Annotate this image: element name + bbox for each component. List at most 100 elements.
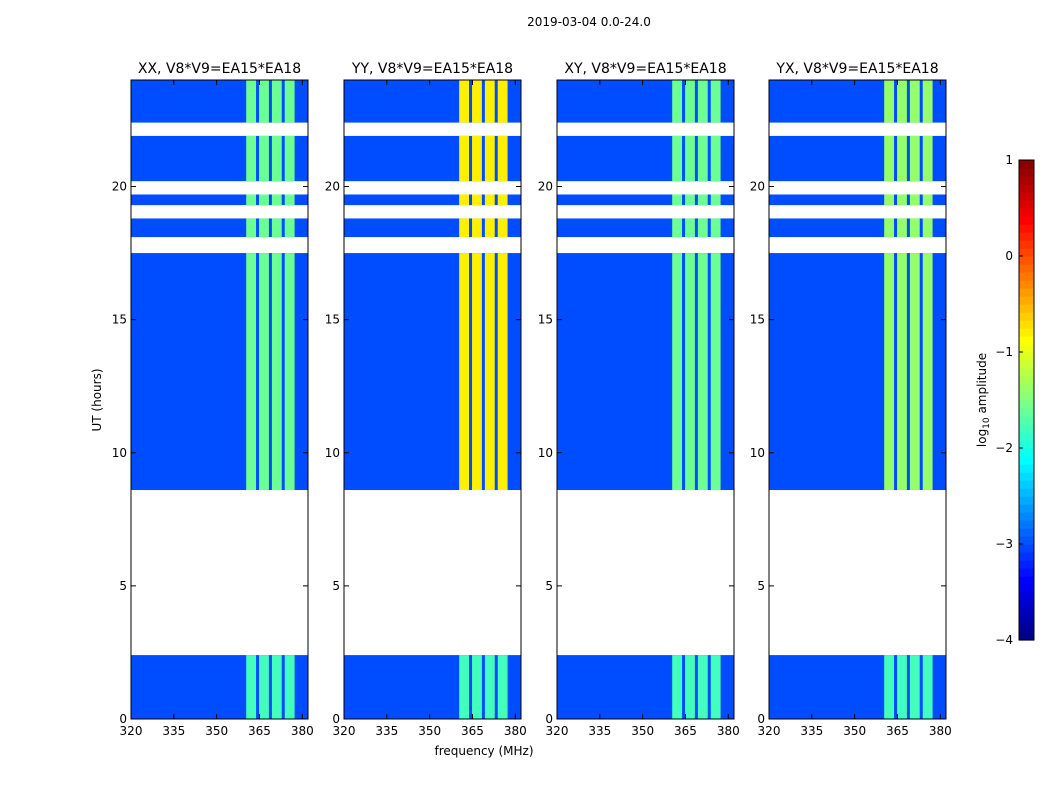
panels-group: XX, V8*V9=EA15*EA18 320 335 350 365 380 0 5 10 15… xyxy=(112,61,952,738)
rfi-band-stripe xyxy=(685,135,695,182)
rfi-band-stripe xyxy=(284,194,295,206)
x-tick-label: 380 xyxy=(504,724,527,738)
colorbar-segment xyxy=(1019,384,1034,393)
colorbar-segment xyxy=(1019,552,1034,561)
colorbar-segment xyxy=(1019,408,1034,417)
rfi-band-stripe xyxy=(459,655,470,719)
colorbar-segment xyxy=(1019,576,1034,585)
rfi-band-stripe xyxy=(484,135,495,182)
y-tick-label: 5 xyxy=(332,579,340,593)
colorbar-segment xyxy=(1019,608,1034,617)
colorbar-segment xyxy=(1019,528,1034,537)
rfi-band-stripe xyxy=(497,194,508,206)
colorbar-segment xyxy=(1019,288,1034,297)
colorbar-segment xyxy=(1019,344,1034,353)
rfi-band-stripe xyxy=(259,135,269,182)
colorbar-segment xyxy=(1019,544,1034,553)
colorbar-segment xyxy=(1019,232,1034,241)
x-tick-label: 365 xyxy=(248,724,271,738)
rfi-band-stripe xyxy=(710,194,721,206)
y-tick-label: 20 xyxy=(538,180,553,194)
panel-yy: YY, V8*V9=EA15*EA18 320 335 350 365 380 0 5 10 15… xyxy=(325,61,527,738)
colorbar-segment xyxy=(1019,248,1034,257)
rfi-band-stripe xyxy=(710,135,721,182)
y-tick-label: 5 xyxy=(119,579,127,593)
rfi-band-stripe xyxy=(271,218,282,238)
rfi-band-stripe xyxy=(922,194,933,206)
rfi-band-stripe xyxy=(284,253,295,491)
y-tick-label: 0 xyxy=(119,712,127,726)
y-tick-label: 0 xyxy=(545,712,553,726)
rfi-band-stripe xyxy=(897,655,907,719)
colorbar-segment xyxy=(1019,504,1034,513)
y-tick-label: 0 xyxy=(332,712,340,726)
colorbar-segment xyxy=(1019,216,1034,225)
rfi-band-stripe xyxy=(472,135,482,182)
rfi-band-stripe xyxy=(697,655,708,719)
colorbar-segment xyxy=(1019,512,1034,521)
colorbar-segment xyxy=(1019,432,1034,441)
y-tick-label: 10 xyxy=(538,446,553,460)
panel-xx: XX, V8*V9=EA15*EA18 320 335 350 365 380 0 5 10 15… xyxy=(112,61,314,738)
rfi-band-stripe xyxy=(259,218,269,238)
rfi-band-stripe xyxy=(246,135,257,182)
rfi-band-stripe xyxy=(884,218,895,238)
rfi-band-stripe xyxy=(284,218,295,238)
rfi-band-stripe xyxy=(897,135,907,182)
x-tick-label: 350 xyxy=(843,724,866,738)
rfi-band-stripe xyxy=(697,253,708,491)
colorbar-segment xyxy=(1019,624,1034,633)
colorbar-segment xyxy=(1019,448,1034,457)
colorbar-segment xyxy=(1019,456,1034,465)
rfi-band-stripe xyxy=(497,218,508,238)
rfi-band-stripe xyxy=(246,80,257,123)
rfi-band-stripe xyxy=(909,655,920,719)
rfi-band-stripe xyxy=(897,218,907,238)
rfi-band-stripe xyxy=(284,80,295,123)
colorbar-segment xyxy=(1019,176,1034,185)
rfi-band-stripe xyxy=(697,135,708,182)
x-tick-label: 380 xyxy=(291,724,314,738)
x-tick-label: 335 xyxy=(375,724,398,738)
colorbar-segment xyxy=(1019,208,1034,217)
rfi-band-stripe xyxy=(672,80,683,123)
panel-xy: XY, V8*V9=EA15*EA18 320 335 350 365 380 0 5 10 15… xyxy=(538,61,740,738)
rfi-band-stripe xyxy=(909,80,920,123)
y-tick-label: 10 xyxy=(750,446,765,460)
colorbar-segment xyxy=(1019,368,1034,377)
y-tick-label: 15 xyxy=(538,313,553,327)
rfi-band-stripe xyxy=(246,194,257,206)
rfi-band-stripe xyxy=(922,253,933,491)
x-tick-label: 335 xyxy=(162,724,185,738)
colorbar-tick-label: −2 xyxy=(995,441,1013,455)
rfi-band-stripe xyxy=(497,135,508,182)
colorbar-segment xyxy=(1019,312,1034,321)
rfi-band-stripe xyxy=(909,194,920,206)
colorbar-segment xyxy=(1019,336,1034,345)
y-tick-label: 20 xyxy=(750,180,765,194)
rfi-band-stripe xyxy=(685,80,695,123)
y-tick-label: 15 xyxy=(750,313,765,327)
colorbar-segment xyxy=(1019,184,1034,193)
rfi-band-stripe xyxy=(459,80,470,123)
y-tick-label: 10 xyxy=(112,446,127,460)
colorbar-segment xyxy=(1019,536,1034,545)
rfi-band-stripe xyxy=(672,655,683,719)
rfi-band-stripe xyxy=(884,655,895,719)
colorbar-segment xyxy=(1019,320,1034,329)
colorbar-segment xyxy=(1019,160,1034,169)
rfi-band-stripe xyxy=(922,218,933,238)
y-tick-label: 5 xyxy=(545,579,553,593)
data-block xyxy=(131,194,308,206)
colorbar-segment xyxy=(1019,440,1034,449)
rfi-band-stripe xyxy=(484,253,495,491)
colorbar-tick-label: −4 xyxy=(995,633,1013,647)
x-tick-label: 350 xyxy=(205,724,228,738)
panel-title: XX, V8*V9=EA15*EA18 xyxy=(138,61,301,77)
rfi-band-stripe xyxy=(284,135,295,182)
rfi-band-stripe xyxy=(884,80,895,123)
x-tick-label: 350 xyxy=(418,724,441,738)
colorbar-segment xyxy=(1019,488,1034,497)
panel-frame xyxy=(343,79,522,720)
rfi-band-stripe xyxy=(697,218,708,238)
